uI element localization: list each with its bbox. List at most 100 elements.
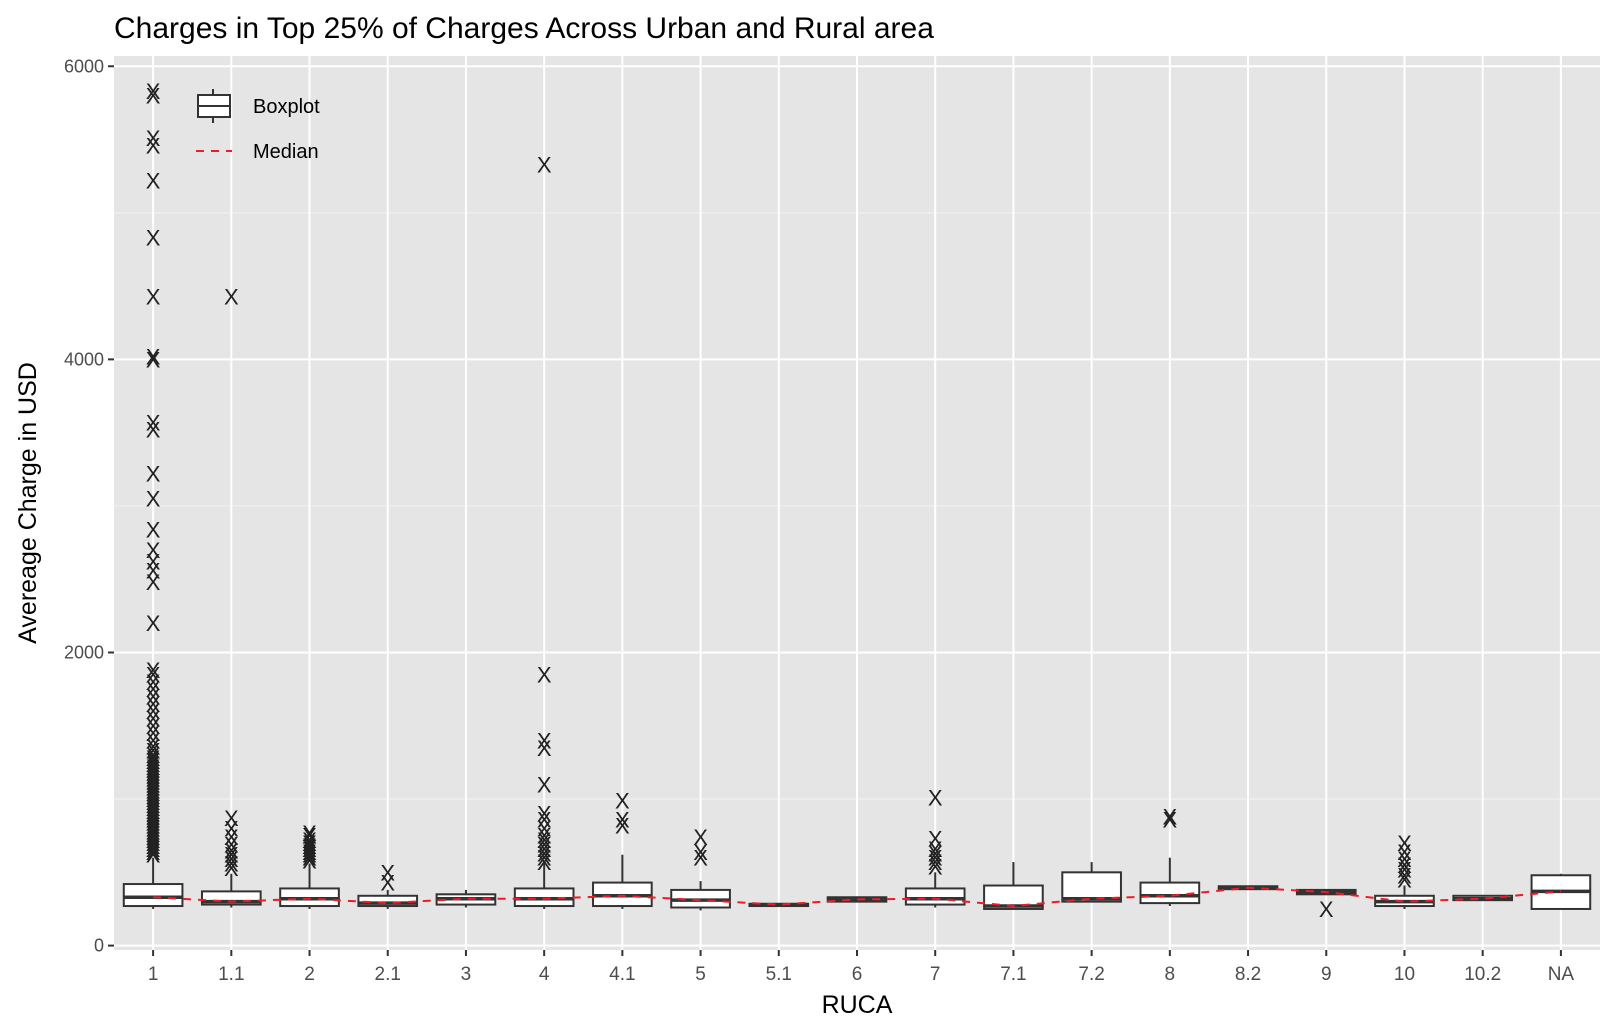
y-axis: 0 2000 4000 6000 <box>64 56 114 956</box>
outlier-point: X <box>693 846 708 871</box>
outlier-point: X <box>537 802 552 827</box>
outlier-point: X <box>146 825 161 850</box>
outlier-point: X <box>537 152 552 177</box>
outlier-point: X <box>146 816 161 841</box>
outlier-point: X <box>537 841 552 866</box>
x-tick-label: 8 <box>1165 964 1176 985</box>
outlier-point: X <box>537 808 552 833</box>
outlier-point: X <box>537 828 552 853</box>
box <box>1139 881 1201 905</box>
outlier-point: X <box>146 805 161 830</box>
outlier-point: X <box>146 517 161 542</box>
outlier-point: X <box>146 670 161 695</box>
outlier-point: X <box>146 749 161 774</box>
outlier-point: X <box>224 843 239 868</box>
outlier-point: X <box>146 840 161 865</box>
outlier-point: X <box>146 692 161 717</box>
x-tick-label: NA <box>1548 964 1575 985</box>
outlier-point: X <box>146 462 161 487</box>
x-tick-label: 1.1 <box>218 964 244 985</box>
outlier-point: X <box>146 822 161 847</box>
outlier-point: X <box>146 284 161 309</box>
outlier-point: X <box>1397 847 1412 872</box>
x-axis-title: RUCA <box>822 991 893 1019</box>
y-tick-label: 6000 <box>64 56 104 76</box>
outlier-point: X <box>537 736 552 761</box>
outlier-point: X <box>302 824 317 849</box>
boxplot-2.1 <box>357 889 419 909</box>
outlier-point: X <box>537 772 552 797</box>
outlier-point: X <box>928 854 943 879</box>
outlier-point: X <box>380 860 395 885</box>
outlier-point: X <box>146 126 161 151</box>
outlier-point: X <box>302 846 317 871</box>
x-tick-label: 9 <box>1321 964 1332 985</box>
box <box>122 883 184 908</box>
outlier-point: X <box>1162 805 1177 830</box>
outlier-point: X <box>146 758 161 783</box>
x-tick-label: 8.2 <box>1235 964 1261 985</box>
outlier-point: X <box>302 837 317 862</box>
outlier-point: X <box>146 755 161 780</box>
outlier-point: X <box>146 743 161 768</box>
outlier-point: X <box>302 831 317 856</box>
outlier-point: X <box>146 487 161 512</box>
outlier-point: X <box>146 558 161 583</box>
outlier-point: X <box>146 714 161 739</box>
outlier-point: X <box>146 84 161 109</box>
x-axis: 1 1.1 2 2.1 3 4 4.1 5 5.1 6 7 7.1 7.2 8 8.2 9 10 10.2 NA <box>148 950 1575 985</box>
outlier-point: X <box>1397 868 1412 893</box>
outlier-point: X <box>224 284 239 309</box>
outlier-point: X <box>302 828 317 853</box>
outlier-point: X <box>537 824 552 849</box>
outlier-point: X <box>224 816 239 841</box>
outlier-point: X <box>146 781 161 806</box>
outlier-point: X <box>615 789 630 814</box>
outlier-point: X <box>146 538 161 563</box>
outlier-point: X <box>146 721 161 746</box>
outlier-point: X <box>537 662 552 687</box>
outlier-point: X <box>146 793 161 818</box>
x-tick-label: 5 <box>695 964 706 985</box>
x-tick-label: 7.2 <box>1078 964 1104 985</box>
outlier-point: X <box>146 761 161 786</box>
box <box>904 887 966 906</box>
outlier-point: X <box>146 418 161 443</box>
legend-median-label: Median <box>253 141 319 163</box>
outlier-point: X <box>537 816 552 841</box>
box <box>983 884 1044 910</box>
outlier-point: X <box>928 846 943 871</box>
x-tick-label: 10.2 <box>1464 964 1501 985</box>
x-tick-label: 2 <box>304 964 315 985</box>
outlier-point: X <box>146 133 161 158</box>
outlier-point: X <box>146 344 161 369</box>
outlier-point: X <box>146 808 161 833</box>
x-tick-label: 10 <box>1394 964 1415 985</box>
outlier-point: X <box>537 850 552 875</box>
outlier-point: X <box>224 832 239 857</box>
outlier-point: X <box>146 728 161 753</box>
median-trend-line <box>153 886 1561 908</box>
x-tick-label: 7.1 <box>1000 964 1026 985</box>
boxplot-10 <box>1374 885 1435 909</box>
outlier-point: X <box>146 746 161 771</box>
outlier-point: X <box>615 813 630 838</box>
outlier-point: X <box>146 169 161 194</box>
outlier-point: X <box>302 834 317 859</box>
outlier-point: X <box>928 850 943 875</box>
grid-major <box>114 56 1600 950</box>
y-tick-label: 2000 <box>64 642 104 662</box>
outlier-point: X <box>146 775 161 800</box>
outlier-point: X <box>928 841 943 866</box>
outlier-point: X <box>1397 857 1412 882</box>
outlier-point: X <box>693 840 708 865</box>
x-tick-label: 4 <box>539 964 550 985</box>
boxplot-8 <box>1139 857 1201 907</box>
legend-boxplot-key <box>197 89 231 123</box>
outlier-point: X <box>146 662 161 687</box>
outlier-point: X <box>302 840 317 865</box>
outlier-point: X <box>537 837 552 862</box>
chart-title: Charges in Top 25% of Charges Across Urb… <box>114 12 934 45</box>
outlier-point: X <box>146 752 161 777</box>
outlier-point: X <box>146 796 161 821</box>
